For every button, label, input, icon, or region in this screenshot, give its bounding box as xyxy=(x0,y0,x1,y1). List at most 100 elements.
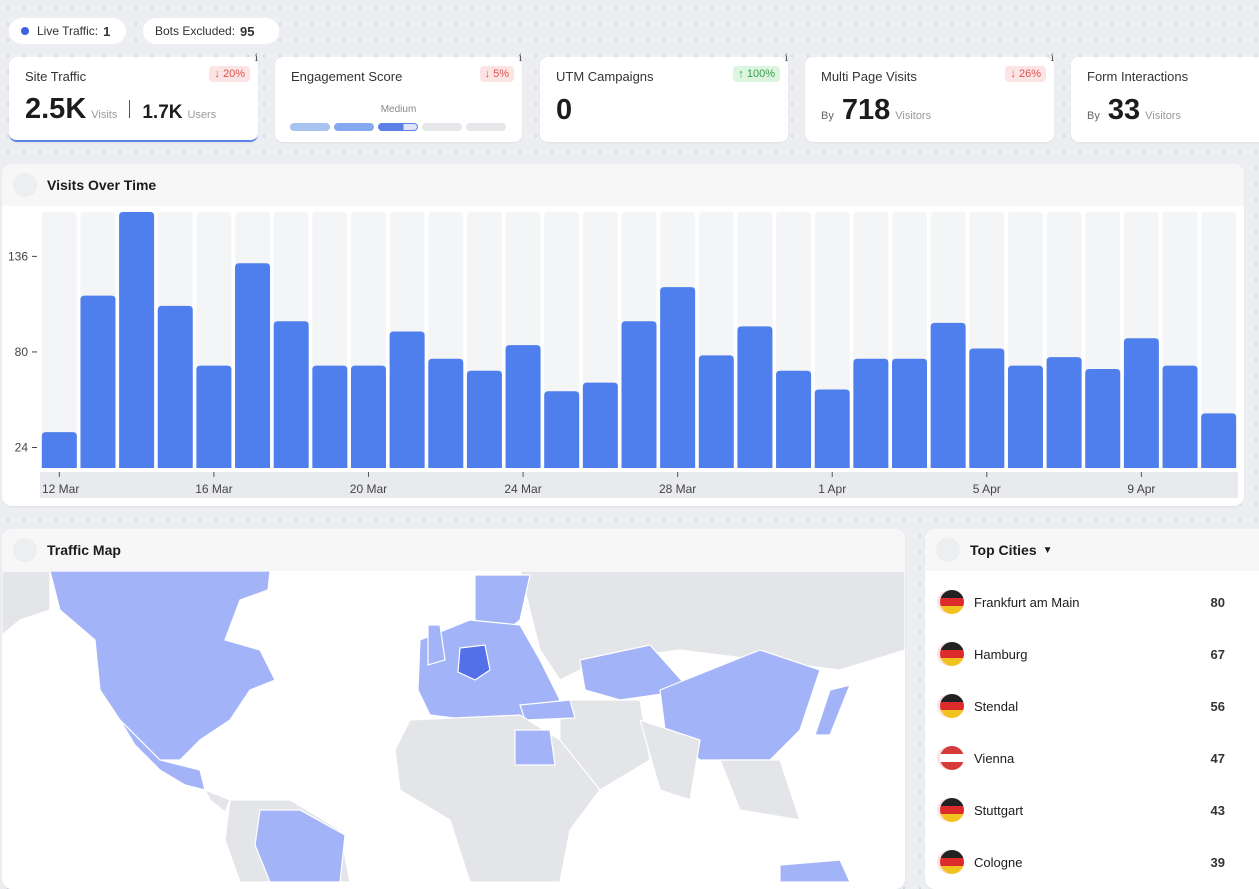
x-tick-label: 1 Apr xyxy=(818,482,846,496)
y-tick-label: 24 xyxy=(15,441,29,455)
chart: 24 80 136 12 Mar 16 Mar 20 Mar 24 Mar 28 Mar 1 A… xyxy=(8,212,1238,498)
x-axis-band xyxy=(40,472,1238,498)
country[interactable] xyxy=(119,719,206,791)
change-badge: ↑ 100% xyxy=(733,66,780,82)
flag xyxy=(940,798,964,822)
cities-title: Top Cities xyxy=(970,542,1037,558)
meter-segment xyxy=(466,123,506,131)
x-tick-label: 5 Apr xyxy=(973,482,1001,496)
user-icon xyxy=(13,173,37,197)
pin-icon xyxy=(936,538,960,562)
bar xyxy=(582,382,618,468)
card-value: 2.5K xyxy=(25,93,87,125)
country[interactable] xyxy=(254,809,346,883)
country[interactable] xyxy=(519,571,905,681)
map-icon xyxy=(13,538,37,562)
country[interactable] xyxy=(427,624,446,666)
bar xyxy=(1046,357,1082,468)
card-value: 718 xyxy=(841,94,891,126)
city-name: Frankfurt am Main xyxy=(974,594,1080,610)
country[interactable] xyxy=(519,699,576,721)
bar-track xyxy=(41,212,77,468)
info-icon[interactable]: i xyxy=(1050,53,1054,64)
bots-pill[interactable]: Bots Excluded: 95 xyxy=(143,18,279,44)
cities-header[interactable]: Top Cities ▼ xyxy=(925,529,1259,571)
engagement-meter xyxy=(290,123,506,131)
city-visits: 56 xyxy=(1210,698,1225,714)
city-row[interactable]: Stuttgart 43 xyxy=(925,784,1245,836)
bar xyxy=(428,358,464,468)
city-row[interactable]: Frankfurt am Main 80 xyxy=(925,576,1245,628)
card-values: By 718 Visitors xyxy=(821,94,931,127)
card-values: 2.5K Visits 1.7K Users xyxy=(25,93,216,126)
card-prefix: By xyxy=(1087,110,1100,122)
meter-segment xyxy=(334,123,374,131)
country[interactable] xyxy=(719,759,801,821)
bar xyxy=(621,321,657,468)
x-tick-label: 28 Mar xyxy=(659,482,696,496)
meter-segment xyxy=(422,123,462,131)
card-title: UTM Campaigns xyxy=(556,69,654,84)
card-unit: Visits xyxy=(91,109,118,121)
bots-value: 95 xyxy=(240,23,255,39)
change-badge: ↓ 26% xyxy=(1005,66,1046,82)
country[interactable] xyxy=(203,788,231,813)
bar xyxy=(1085,369,1121,468)
country[interactable] xyxy=(514,729,556,766)
city-row[interactable]: Stendal 56 xyxy=(925,680,1245,732)
city-visits: 67 xyxy=(1210,646,1225,662)
city-name: Stuttgart xyxy=(974,802,1024,818)
info-icon[interactable]: i xyxy=(784,53,788,64)
bar xyxy=(892,358,928,468)
dropdown-caret: ▼ xyxy=(1042,544,1053,556)
y-tick-label: 136 xyxy=(8,249,28,263)
card[interactable]: Multi Page Visits ↓ 26% i By 718 Visitors xyxy=(805,53,1054,142)
bar xyxy=(273,321,309,468)
country[interactable] xyxy=(49,571,276,761)
city-visits: 43 xyxy=(1210,802,1225,818)
card-title: Engagement Score xyxy=(291,69,403,84)
live-dot xyxy=(21,27,29,35)
country[interactable] xyxy=(639,719,701,801)
map-title: Traffic Map xyxy=(47,542,121,558)
city-row[interactable]: Cologne 39 xyxy=(925,836,1245,888)
country[interactable] xyxy=(579,644,692,701)
city-row[interactable]: Hamburg 67 xyxy=(925,628,1245,680)
country[interactable] xyxy=(457,644,491,681)
change-badge: ↓ 5% xyxy=(479,66,514,82)
bar xyxy=(776,370,812,468)
live-traffic-pill[interactable]: Live Traffic: 1 xyxy=(9,18,126,44)
bar xyxy=(930,322,966,468)
city-name: Vienna xyxy=(974,750,1015,766)
city-name: Hamburg xyxy=(974,646,1028,662)
x-tick-label: 12 Mar xyxy=(42,482,79,496)
bar xyxy=(814,389,850,468)
x-tick-label: 9 Apr xyxy=(1127,482,1155,496)
flag xyxy=(940,850,964,874)
bar xyxy=(312,365,348,468)
card[interactable]: Site Traffic ↓ 20% i 2.5K Visits 1.7K Users xyxy=(9,53,258,142)
info-icon[interactable]: i xyxy=(254,53,258,64)
country[interactable] xyxy=(779,859,851,883)
meter-segment xyxy=(378,123,418,131)
city-visits: 39 xyxy=(1210,854,1225,870)
country[interactable] xyxy=(2,571,51,636)
country[interactable] xyxy=(814,684,851,736)
bar xyxy=(969,348,1005,468)
x-tick-label: 24 Mar xyxy=(504,482,541,496)
bar xyxy=(698,355,734,468)
bar xyxy=(119,212,155,468)
card[interactable]: Engagement Score ↓ 5% i Medium xyxy=(275,53,522,142)
chart-header: Visits Over Time xyxy=(2,164,1244,206)
divider xyxy=(129,100,131,118)
bar xyxy=(466,370,502,468)
card[interactable]: Form Interactions By 33 Visitors xyxy=(1071,57,1259,142)
live-label: Live Traffic: xyxy=(37,24,99,38)
card[interactable]: UTM Campaigns ↑ 100% i 0 xyxy=(540,53,788,142)
bar xyxy=(853,358,889,468)
card-value: 0 xyxy=(556,94,573,126)
city-row[interactable]: Vienna 47 xyxy=(925,732,1245,784)
info-icon[interactable]: i xyxy=(518,53,522,64)
meter-segment xyxy=(290,123,330,131)
